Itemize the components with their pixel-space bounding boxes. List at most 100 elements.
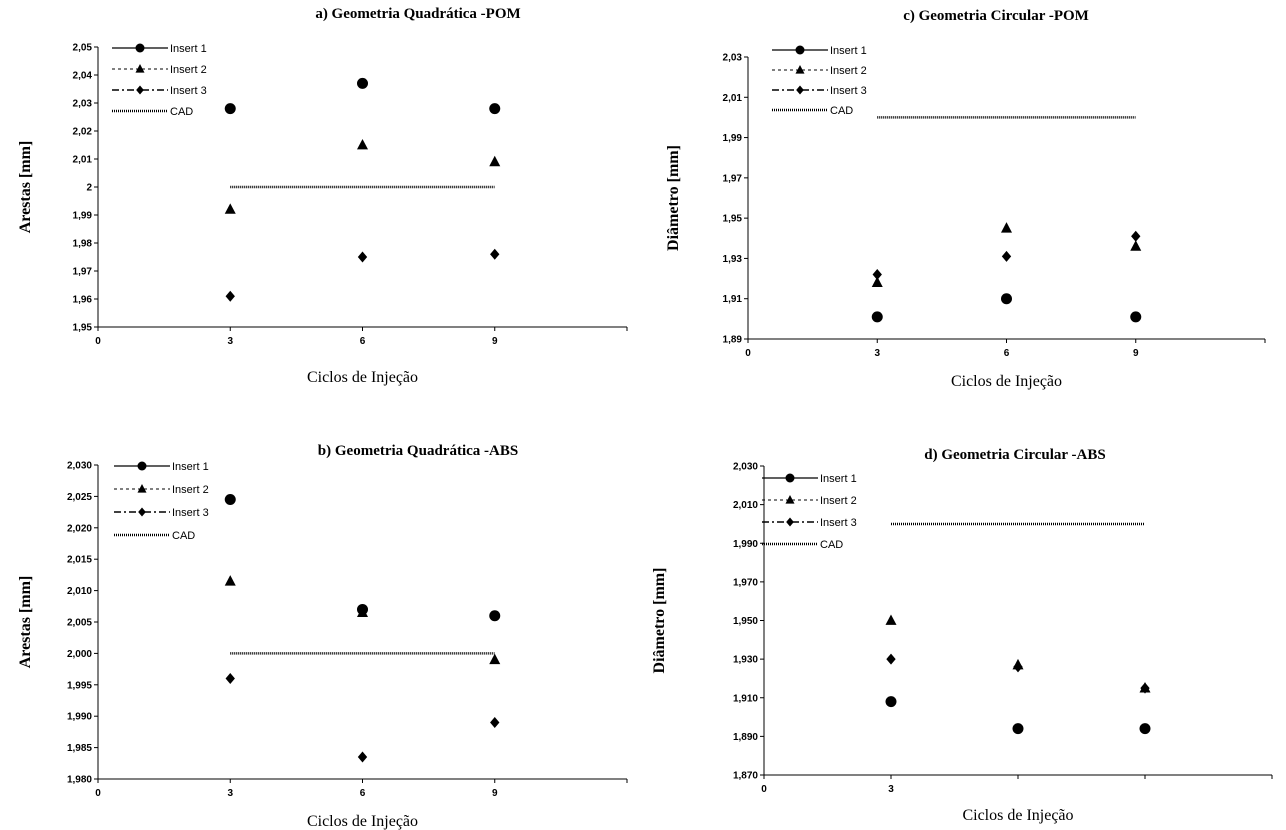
legend-marker-circle <box>785 473 795 483</box>
x-tick-label: 3 <box>227 788 233 799</box>
legend-entry: Insert 1 <box>830 45 867 57</box>
data-point-triangle <box>1001 222 1012 233</box>
y-tick-label: 1,89 <box>723 335 743 346</box>
y-tick-label: 1,990 <box>733 539 758 550</box>
data-point-circle <box>885 696 897 708</box>
y-tick-label: 1,99 <box>723 133 743 144</box>
legend-marker-circle <box>135 43 145 53</box>
y-tick-label: 1,93 <box>723 254 743 265</box>
legend-marker-triangle <box>137 484 147 493</box>
data-point-circle <box>224 494 236 506</box>
y-tick-label: 1,985 <box>67 743 92 754</box>
y-tick-label: 2,025 <box>67 492 92 503</box>
y-tick-label: 1,96 <box>73 295 93 306</box>
chart-panel-0: a) Geometria Quadrática -POM 1,95 1,96 1,97… <box>17 6 628 386</box>
y-axis-label: Diâmetro [mm] <box>665 145 682 251</box>
x-tick-label: 6 <box>1004 348 1010 359</box>
legend-entry: Insert 1 <box>170 43 207 55</box>
legend-entry: CAD <box>820 539 843 551</box>
y-tick-label: 2,015 <box>67 555 92 566</box>
data-point-diamond <box>357 751 368 763</box>
y-tick-label: 1,870 <box>733 771 758 782</box>
data-point-diamond <box>1131 230 1141 242</box>
legend-entry: Insert 1 <box>172 461 209 473</box>
y-axis-label: Diâmetro [mm] <box>651 568 668 674</box>
y-tick-label: 2,02 <box>73 127 93 138</box>
y-tick-label: 1,890 <box>733 732 758 743</box>
x-tick-label: 9 <box>492 788 498 799</box>
legend-marker-triangle <box>795 65 805 74</box>
legend-marker-triangle <box>785 495 795 504</box>
y-tick-label: 1,930 <box>733 655 758 666</box>
data-point-circle <box>1001 293 1012 305</box>
y-tick-label: 2 <box>86 183 92 194</box>
x-tick-label: 0 <box>95 336 101 347</box>
data-point-diamond <box>490 248 500 260</box>
x-axis-label: Ciclos de Injeção <box>307 369 418 386</box>
data-point-circle <box>489 610 501 622</box>
data-point-triangle <box>357 138 368 150</box>
y-tick-label: 2,03 <box>723 53 743 64</box>
y-tick-label: 2,03 <box>73 99 93 110</box>
data-point-diamond <box>225 673 235 685</box>
y-tick-label: 1,91 <box>723 294 743 305</box>
y-tick-label: 1,995 <box>67 680 92 691</box>
data-point-triangle <box>489 653 501 665</box>
x-tick-label: 3 <box>874 348 880 359</box>
chart-title: b) Geometria Quadrática -ABS <box>318 443 518 459</box>
data-point-diamond <box>886 653 896 665</box>
data-point-diamond <box>872 269 882 281</box>
y-tick-label: 1,98 <box>73 239 93 250</box>
y-tick-label: 1,97 <box>73 267 93 278</box>
legend-entry: Insert 3 <box>830 85 867 97</box>
y-tick-label: 2,000 <box>67 649 92 660</box>
data-point-diamond <box>225 290 235 302</box>
legend-entry: Insert 2 <box>172 484 209 496</box>
y-tick-label: 1,97 <box>723 173 743 184</box>
legend-entry: CAD <box>170 106 193 118</box>
legend-entry: Insert 2 <box>820 495 857 507</box>
legend-entry: CAD <box>830 105 853 117</box>
y-tick-label: 1,910 <box>733 693 758 704</box>
y-tick-label: 1,95 <box>73 323 93 334</box>
legend-entry: Insert 1 <box>820 473 857 485</box>
x-axis-label: Ciclos de Injeção <box>962 807 1073 824</box>
x-tick-label: 3 <box>888 784 894 795</box>
x-tick-label: 6 <box>360 788 366 799</box>
data-point-circle <box>489 103 501 115</box>
data-point-triangle <box>489 155 501 167</box>
y-tick-label: 2,010 <box>67 586 92 597</box>
data-point-circle <box>224 103 236 115</box>
chart-panel-1: c) Geometria Circular -POM 1,89 1,91 1,93 1,… <box>665 8 1266 390</box>
data-point-diamond <box>357 251 368 263</box>
x-tick-label: 9 <box>492 336 498 347</box>
y-tick-label: 2,01 <box>723 93 743 104</box>
y-axis-label: Arestas [mm] <box>17 141 34 234</box>
data-point-diamond <box>1013 661 1023 673</box>
legend-entry: CAD <box>172 530 195 542</box>
legend-marker-triangle <box>135 64 145 73</box>
legend-entry: Insert 3 <box>820 517 857 529</box>
chart-panel-2: b) Geometria Quadrática -ABS 1,980 1,985 1,… <box>17 443 628 830</box>
y-tick-label: 2,04 <box>73 71 93 82</box>
x-tick-label: 3 <box>227 336 233 347</box>
chart-title: c) Geometria Circular -POM <box>903 8 1089 24</box>
data-point-diamond <box>1140 682 1150 694</box>
legend-marker-circle <box>795 45 805 55</box>
chart-panel-3: d) Geometria Circular -ABS 1,870 1,890 1,91… <box>651 447 1273 824</box>
legend-marker-circle <box>137 461 147 471</box>
data-point-triangle <box>224 203 236 214</box>
y-tick-label: 2,010 <box>733 500 758 511</box>
x-tick-label: 0 <box>761 784 767 795</box>
y-tick-label: 2,05 <box>73 43 93 54</box>
y-tick-label: 1,95 <box>723 214 743 225</box>
chart-title: a) Geometria Quadrática -POM <box>315 6 520 22</box>
legend-entry: Insert 2 <box>170 64 207 76</box>
y-tick-label: 1,950 <box>733 616 758 627</box>
legend-marker-diamond <box>138 507 146 517</box>
x-tick-label: 0 <box>745 348 751 359</box>
data-point-circle <box>1012 723 1024 735</box>
data-point-triangle <box>1130 240 1142 251</box>
legend-marker-diamond <box>136 85 144 95</box>
